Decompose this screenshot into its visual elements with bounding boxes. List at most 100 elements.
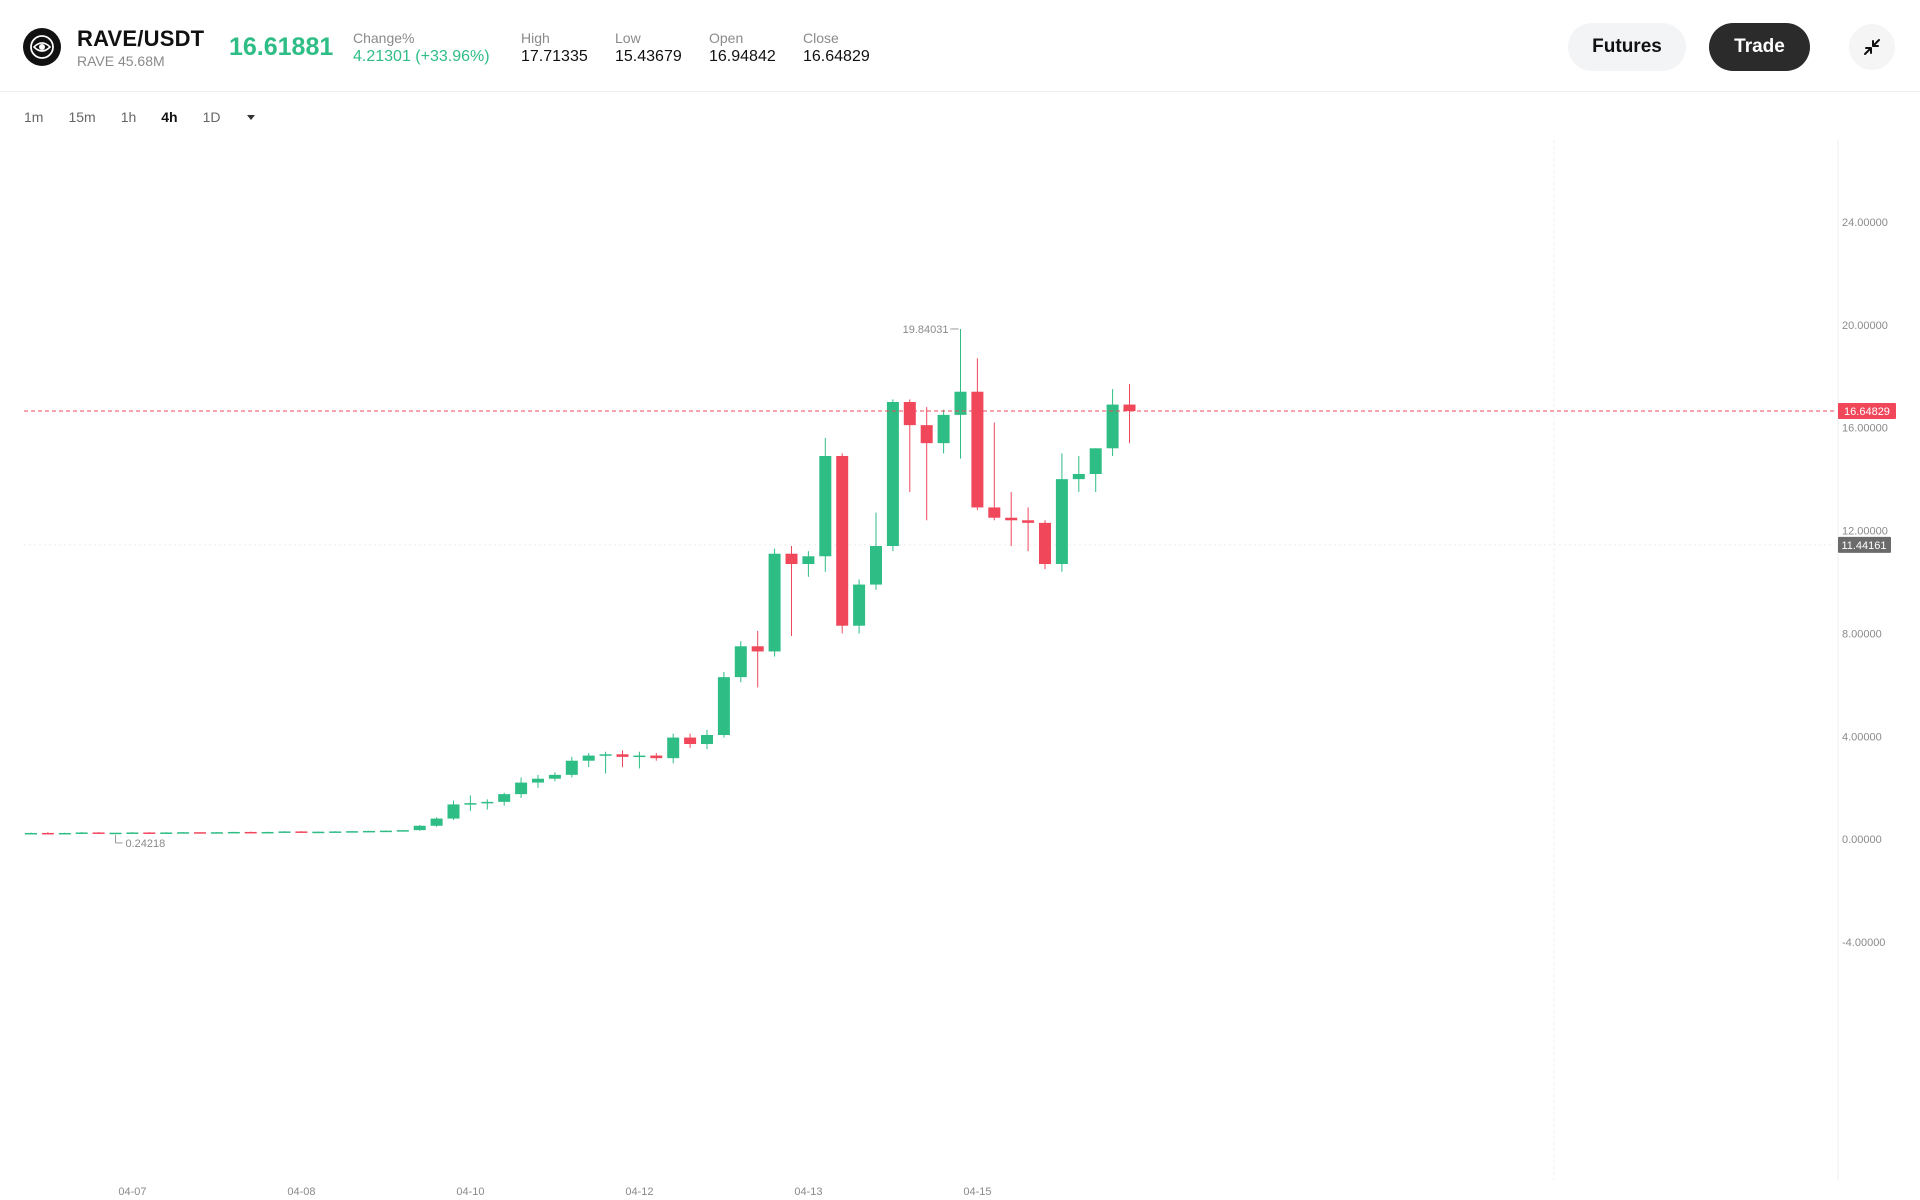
candle-body [717, 677, 730, 735]
candle-body [565, 760, 578, 775]
candle-body [346, 831, 359, 833]
candle-body [1072, 474, 1085, 480]
candle-body [261, 831, 274, 834]
stat-high: High 17.71335 [521, 30, 588, 66]
candle-body [143, 832, 156, 834]
y-tick-label: 0.00000 [1842, 834, 1882, 846]
candle-body [515, 782, 528, 795]
candle-body [41, 832, 54, 835]
candle-body [177, 832, 190, 834]
candle-body [802, 556, 815, 564]
x-tick-label: 04-12 [625, 1186, 653, 1198]
stat-value: 4.21301 (+33.96%) [353, 48, 490, 65]
stat-label: Close [803, 30, 839, 46]
candle-body [75, 832, 88, 834]
x-tick-label: 04-08 [287, 1186, 315, 1198]
candle-body [701, 735, 713, 744]
candle-body [413, 825, 426, 831]
x-tick-label: 04-10 [456, 1186, 484, 1198]
interval-15m[interactable]: 15m [68, 109, 96, 125]
candle-body [582, 755, 595, 761]
candle-body [853, 584, 866, 626]
stat-change: Change% 4.21301 (+33.96%) [353, 30, 490, 66]
trade-button[interactable]: Trade [1709, 23, 1810, 71]
y-tick-label: 12.00000 [1842, 526, 1888, 538]
x-tick-label: 04-15 [963, 1186, 991, 1198]
candle-body [920, 425, 933, 444]
collapse-icon [1864, 39, 1880, 55]
stat-value: 15.43679 [615, 48, 682, 65]
candle-body [532, 778, 544, 783]
stat-label: Change% [353, 30, 415, 46]
candle-body [210, 832, 223, 834]
stat-open: Open 16.94842 [709, 30, 776, 66]
candle-body [903, 402, 916, 426]
candle-body [109, 832, 122, 835]
candlestick-chart[interactable]: 24.00000 20.00000 16.00000 12.00000 8.00000 4… [0, 130, 1920, 1200]
candle-body [886, 402, 899, 546]
candle-body [481, 801, 494, 804]
candle-body [785, 553, 798, 564]
rave-logo-icon [23, 28, 61, 66]
volume-label: RAVE 45.68M [77, 53, 165, 69]
candle-body [1123, 404, 1136, 411]
candle-body [58, 832, 71, 835]
last-price-tag-label: 16.64829 [1844, 406, 1890, 418]
candle-body [667, 737, 680, 759]
y-tick-label: 20.00000 [1842, 320, 1888, 332]
candle-body [988, 507, 1001, 518]
interval-4h[interactable]: 4h [161, 109, 178, 125]
candle-body [870, 546, 882, 585]
candle-body [363, 830, 375, 833]
stat-value: 17.71335 [521, 48, 588, 65]
stat-label: Open [709, 30, 744, 46]
candle-body [227, 831, 240, 834]
y-tick-label: 4.00000 [1842, 731, 1882, 743]
last-price-tag [1838, 403, 1896, 420]
candle-body [616, 754, 629, 757]
collapse-button[interactable] [1849, 24, 1895, 70]
candle-body [971, 391, 984, 508]
candle-body [430, 818, 443, 826]
candle-body [1005, 517, 1018, 521]
candle-body [819, 456, 832, 557]
candle-body [92, 832, 105, 834]
y-tick-label: 8.00000 [1842, 628, 1882, 640]
candle-body [548, 774, 561, 779]
max-price-label: 19.84031 [903, 324, 949, 336]
candle-body [498, 794, 511, 802]
interval-1d[interactable]: 1D [202, 109, 221, 125]
candle-body [751, 646, 764, 652]
candle-body [278, 831, 291, 833]
candle-body [329, 831, 342, 833]
ticker-header: RAVE/USDT RAVE 45.68M 16.61881 Change% 4… [0, 0, 1920, 92]
stat-low: Low 15.43679 [615, 30, 682, 66]
stat-value: 16.64829 [803, 48, 870, 65]
stat-label: Low [615, 30, 641, 46]
candle-body [684, 737, 697, 744]
last-price: 16.61881 [229, 33, 334, 61]
y-tick-label: 24.00000 [1842, 217, 1888, 229]
candle-body [836, 456, 849, 626]
candle-body [1022, 520, 1035, 523]
crosshair-price-tag [1838, 536, 1891, 553]
candle-body [126, 832, 139, 834]
min-price-label: 0.24218 [126, 838, 166, 850]
x-tick-label: 04-13 [794, 1186, 822, 1198]
interval-1m[interactable]: 1m [24, 109, 44, 125]
candle-body [1039, 522, 1051, 564]
candle-body [295, 831, 308, 833]
candle-body [768, 553, 781, 652]
candle-body [244, 831, 257, 834]
candle-body [464, 803, 477, 805]
candle-body [312, 831, 325, 834]
stat-label: High [521, 30, 550, 46]
candle-body [447, 804, 460, 819]
interval-1h[interactable]: 1h [120, 109, 137, 125]
candle-body [396, 830, 409, 832]
y-tick-label: -4.00000 [1842, 937, 1885, 949]
chevron-down-icon[interactable] [246, 112, 256, 122]
futures-button[interactable]: Futures [1568, 23, 1686, 71]
x-tick-label: 04-07 [118, 1186, 146, 1198]
stat-value: 16.94842 [709, 48, 776, 65]
